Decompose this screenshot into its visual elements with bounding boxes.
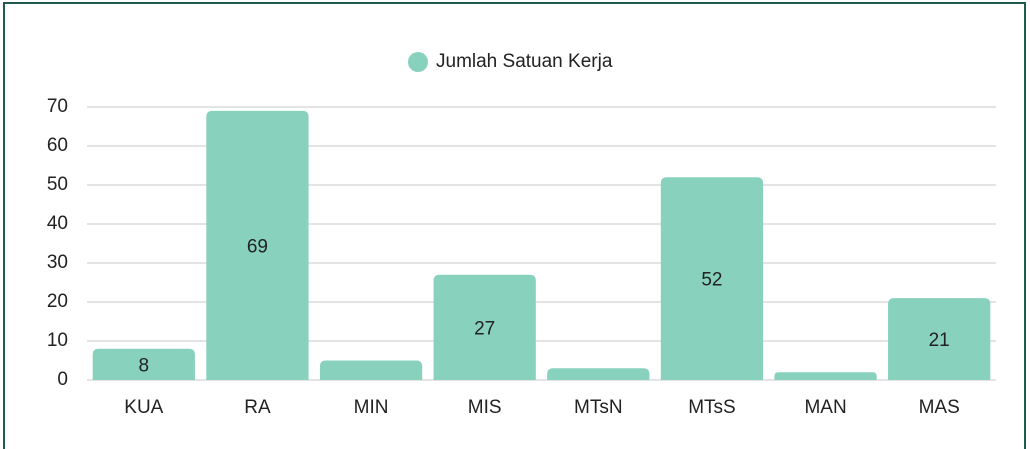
y-tick-label: 50	[47, 174, 68, 195]
y-tick-label: 20	[47, 291, 68, 312]
y-tick-label: 30	[47, 252, 68, 273]
x-tick-label: MIN	[354, 397, 389, 418]
bar	[319, 360, 423, 380]
x-tick-label: MAN	[804, 397, 846, 418]
bar	[660, 177, 764, 380]
data-label: 52	[701, 270, 722, 291]
y-tick-label: 60	[47, 135, 68, 156]
data-label: 8	[139, 355, 150, 376]
frame	[3, 2, 1026, 449]
data-label: 21	[929, 330, 950, 351]
y-tick-label: 0	[57, 369, 68, 390]
bar	[206, 110, 309, 381]
y-tick-label: 10	[47, 330, 68, 351]
bar	[547, 368, 650, 380]
bar	[888, 298, 991, 380]
x-tick-label: KUA	[124, 397, 163, 418]
data-label: 69	[247, 236, 268, 257]
y-tick-label: 40	[47, 213, 68, 234]
x-tick-label: RA	[244, 397, 271, 418]
x-tick-label: MTsN	[574, 397, 623, 418]
bar	[774, 372, 877, 380]
x-tick-label: MAS	[919, 397, 960, 418]
x-tick-label: MIS	[468, 397, 502, 418]
x-tick-label: MTsS	[688, 397, 736, 418]
data-label: 27	[474, 318, 495, 339]
legend-label: Jumlah Satuan Kerja	[436, 51, 613, 72]
bar	[433, 274, 536, 380]
bar	[92, 348, 195, 380]
legend-swatch	[408, 52, 428, 72]
y-tick-label: 70	[47, 96, 68, 117]
